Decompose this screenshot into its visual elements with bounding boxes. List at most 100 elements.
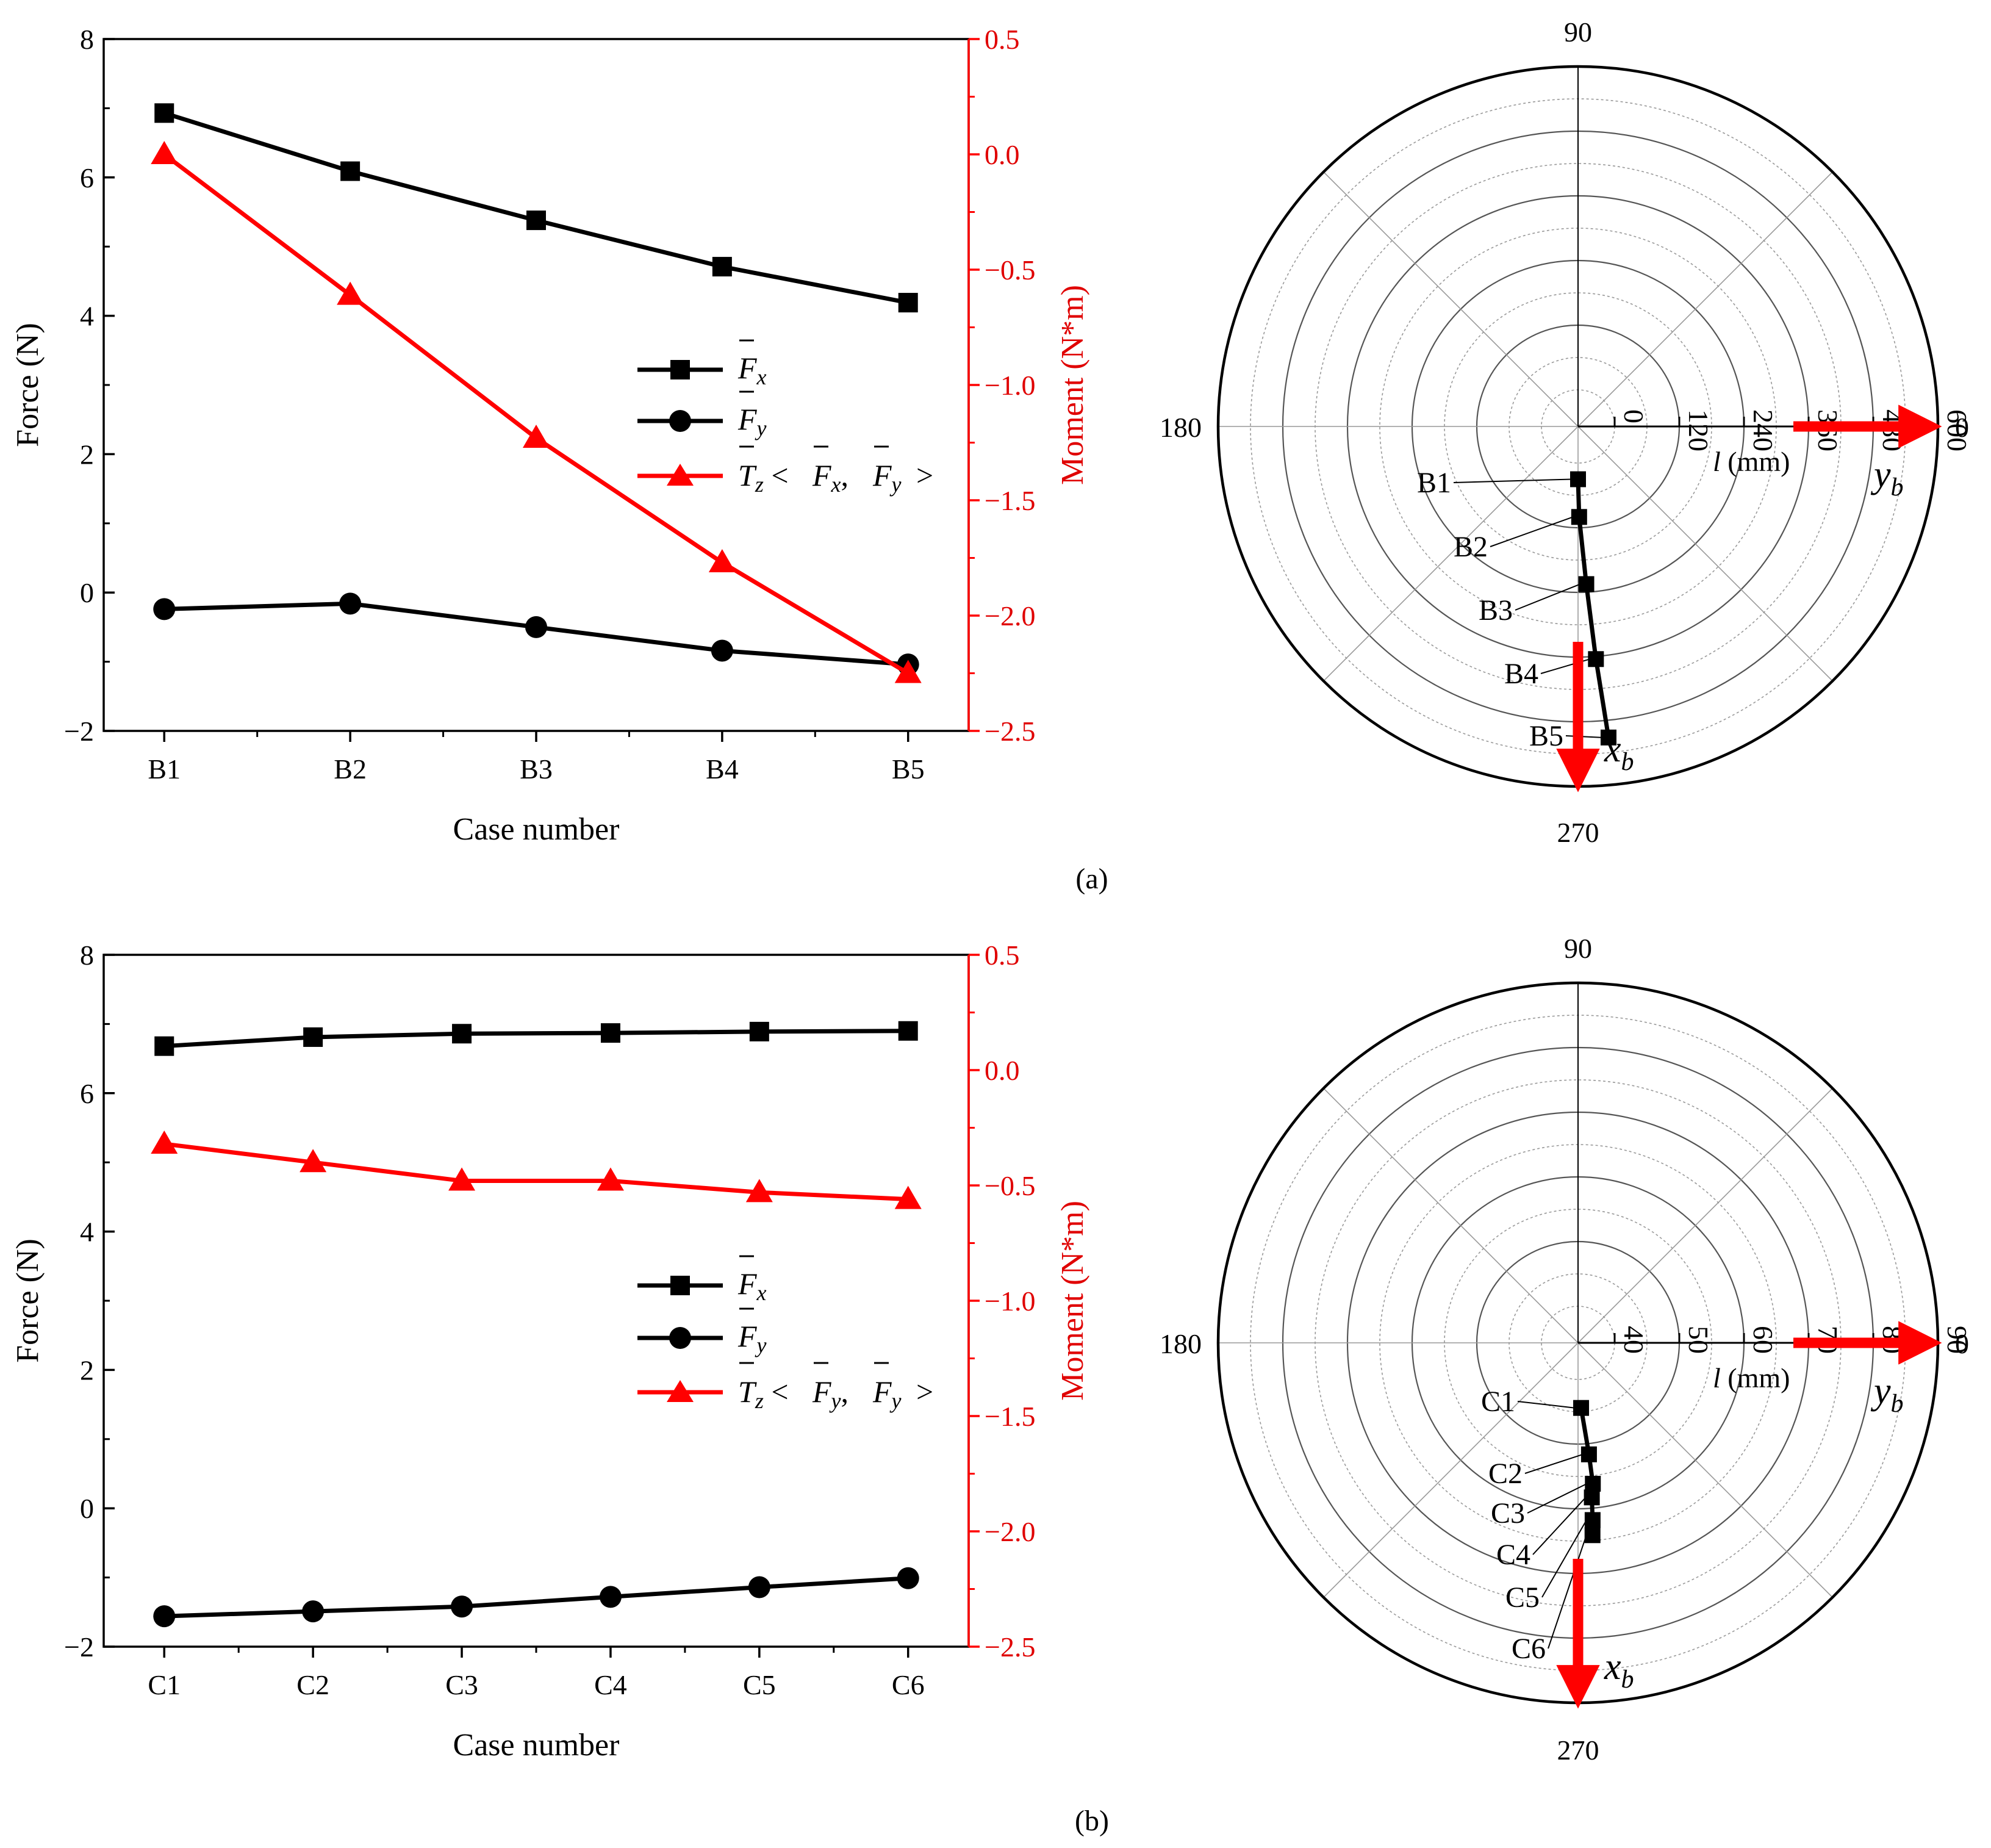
polar-grid-spoke bbox=[1323, 426, 1579, 681]
radial-tick-label: 90 bbox=[1942, 1326, 1973, 1354]
y2-tick-label: −2.0 bbox=[985, 1516, 1035, 1547]
series-line-fx bbox=[164, 1029, 908, 1049]
radial-axis-label: l (mm) bbox=[1713, 446, 1790, 477]
data-point-triangle bbox=[151, 141, 178, 164]
angle-label-90: 90 bbox=[1564, 16, 1592, 48]
x-tick-label: C5 bbox=[743, 1669, 776, 1700]
case-label: B1 bbox=[1417, 467, 1451, 499]
data-point-circle bbox=[748, 1576, 770, 1598]
case-label: C1 bbox=[1481, 1386, 1515, 1418]
y-tick-label: 0 bbox=[80, 577, 94, 608]
data-point-square bbox=[898, 1021, 918, 1041]
data-point-circle bbox=[153, 598, 176, 620]
polar-grid-spoke bbox=[1577, 1342, 1833, 1598]
angle-label-90: 90 bbox=[1564, 933, 1592, 964]
y-tick-label: 8 bbox=[80, 24, 94, 55]
polar-data-point bbox=[1584, 1527, 1601, 1544]
legend-label-tz: Tz < Fy, Fy > bbox=[738, 1375, 933, 1413]
y-tick-label: 8 bbox=[80, 940, 94, 971]
xb-label: xb bbox=[1604, 1646, 1634, 1694]
y-tick-label: −2 bbox=[64, 1631, 94, 1663]
data-point-circle bbox=[451, 1595, 473, 1618]
polar-data-point bbox=[1600, 729, 1616, 746]
callout-line bbox=[1532, 1497, 1587, 1555]
panel-caption-b: (b) bbox=[1075, 1805, 1109, 1837]
x-tick-label: B2 bbox=[334, 753, 367, 785]
y2-tick-label: 0.0 bbox=[985, 139, 1020, 170]
data-point-triangle bbox=[894, 660, 922, 683]
legend-marker-fy bbox=[669, 410, 691, 432]
yb-label: yb bbox=[1870, 1370, 1904, 1418]
data-point-square bbox=[452, 1024, 472, 1044]
callout-line bbox=[1515, 583, 1580, 611]
x-axis-title: Case number bbox=[453, 1728, 620, 1763]
y-axis-title: Force (N) bbox=[10, 1239, 45, 1363]
y2-tick-label: 0.5 bbox=[985, 24, 1020, 55]
angle-label-180: 180 bbox=[1160, 412, 1202, 443]
legend-label-tz: Tz < Fx, Fy > bbox=[738, 458, 933, 497]
polar-grid-spoke bbox=[1577, 171, 1833, 427]
angle-label-0: 0 bbox=[1955, 412, 1969, 443]
x-tick-label: B5 bbox=[892, 753, 925, 785]
data-point-circle bbox=[525, 616, 547, 638]
xb-label: xb bbox=[1604, 728, 1634, 776]
data-point-triangle bbox=[894, 1185, 922, 1209]
radial-tick-label: 0 bbox=[1618, 409, 1649, 423]
radial-tick-label: 240 bbox=[1748, 409, 1779, 451]
legend: Fx Fy Tz < Fy, Fy > bbox=[637, 1255, 933, 1413]
legend-label-fy: Fy bbox=[737, 1319, 767, 1357]
legend: Fx Fy Tz < Fx, Fy > bbox=[637, 339, 933, 497]
callout-line bbox=[1548, 1534, 1587, 1649]
y2-axis-title: Moment (N*m) bbox=[1055, 1201, 1090, 1401]
angle-label-270: 270 bbox=[1557, 817, 1599, 848]
x-tick-label: B4 bbox=[706, 753, 739, 785]
callout-line bbox=[1453, 478, 1573, 483]
y-tick-label: 4 bbox=[80, 1217, 94, 1248]
data-point-circle bbox=[302, 1600, 325, 1623]
data-point-triangle bbox=[151, 1130, 178, 1154]
x-tick-label: C3 bbox=[445, 1669, 478, 1700]
case-label: C3 bbox=[1491, 1497, 1525, 1530]
case-label: C5 bbox=[1505, 1581, 1540, 1614]
y-tick-label: 0 bbox=[80, 1493, 94, 1524]
polar-data-point bbox=[1578, 576, 1595, 592]
data-point-triangle bbox=[708, 549, 736, 573]
polar-data-point bbox=[1573, 1400, 1590, 1416]
plot-frame bbox=[102, 954, 970, 1648]
angle-label-180: 180 bbox=[1160, 1328, 1202, 1359]
series-line-tzfxfy bbox=[163, 153, 909, 675]
y-tick-label: −2 bbox=[64, 716, 94, 747]
data-point-circle bbox=[897, 1567, 919, 1589]
y2-tick-label: −2.5 bbox=[985, 716, 1035, 747]
data-point-square bbox=[749, 1021, 769, 1041]
callout-line bbox=[1541, 1519, 1587, 1598]
y2-tick-label: −0.5 bbox=[985, 1170, 1035, 1201]
radial-axis-label: l (mm) bbox=[1713, 1362, 1790, 1393]
case-label: B4 bbox=[1504, 658, 1538, 690]
y2-axis-title: Moment (N*m) bbox=[1055, 285, 1090, 485]
polar-data-point bbox=[1585, 1475, 1601, 1492]
y2-tick-label: −0.5 bbox=[985, 254, 1035, 286]
callout-line bbox=[1565, 735, 1603, 738]
polar-grid-spoke bbox=[1323, 1088, 1579, 1343]
x-tick-label: C6 bbox=[892, 1669, 925, 1700]
x-tick-label: B3 bbox=[520, 753, 553, 785]
y-tick-label: 4 bbox=[80, 301, 94, 332]
callout-line bbox=[1517, 1401, 1576, 1409]
y-tick-label: 6 bbox=[80, 1078, 94, 1109]
polar-data-point bbox=[1584, 1512, 1601, 1528]
y2-tick-label: −2.0 bbox=[985, 600, 1035, 631]
y-tick-label: 6 bbox=[80, 162, 94, 193]
y-axis-title: Force (N) bbox=[10, 323, 45, 447]
y-tick-label: 2 bbox=[80, 1354, 94, 1386]
radial-tick-label: 600 bbox=[1942, 409, 1973, 451]
data-point-triangle bbox=[448, 1167, 476, 1191]
polar-data-point bbox=[1584, 1489, 1600, 1506]
legend-marker-fx bbox=[670, 360, 690, 379]
x-tick-label: C4 bbox=[594, 1669, 627, 1700]
data-point-square bbox=[340, 161, 361, 181]
data-point-square bbox=[154, 103, 174, 123]
y2-tick-label: −1.0 bbox=[985, 370, 1035, 401]
angle-label-0: 0 bbox=[1955, 1328, 1969, 1359]
